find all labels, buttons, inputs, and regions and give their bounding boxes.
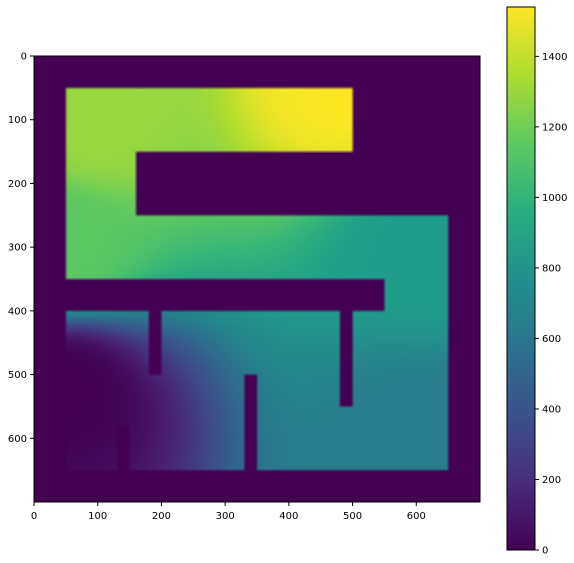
colorbar-tick-label: 1000 [542, 193, 567, 204]
heatmap-image [34, 56, 480, 502]
colorbar-tick-label: 0 [542, 546, 548, 557]
x-tick-label: 200 [152, 511, 171, 522]
colorbar-tick-label: 400 [542, 404, 561, 415]
y-tick-label: 500 [8, 370, 27, 381]
x-tick-label: 500 [343, 511, 362, 522]
colorbar-ticks: 0 200 400 600 800 1000 1200 1400 [535, 52, 567, 557]
y-tick-label: 200 [8, 179, 27, 190]
x-tick-label: 300 [216, 511, 235, 522]
x-tick-label: 400 [279, 511, 298, 522]
x-tick-label: 100 [88, 511, 107, 522]
x-tick-label: 0 [31, 511, 37, 522]
colorbar-tick-label: 800 [542, 263, 561, 274]
colorbar-gradient [507, 7, 535, 550]
y-tick-label: 0 [21, 52, 27, 63]
y-tick-label: 400 [8, 306, 27, 317]
y-tick-label: 600 [8, 434, 27, 445]
x-axis: 0 100 200 300 400 500 600 [31, 502, 426, 522]
y-tick-label: 100 [8, 115, 27, 126]
y-axis: 0 100 200 300 400 500 600 [8, 52, 34, 445]
y-tick-label: 300 [8, 243, 27, 254]
colorbar-tick-label: 1400 [542, 52, 567, 63]
colorbar-tick-label: 600 [542, 334, 561, 345]
colorbar-frame [506, 6, 536, 551]
plot-frame [33, 55, 481, 503]
x-tick-label: 600 [407, 511, 426, 522]
colorbar-tick-label: 1200 [542, 122, 567, 133]
colorbar-tick-label: 200 [542, 475, 561, 486]
colorbar: 0 200 400 600 800 1000 1200 1400 [506, 6, 567, 557]
